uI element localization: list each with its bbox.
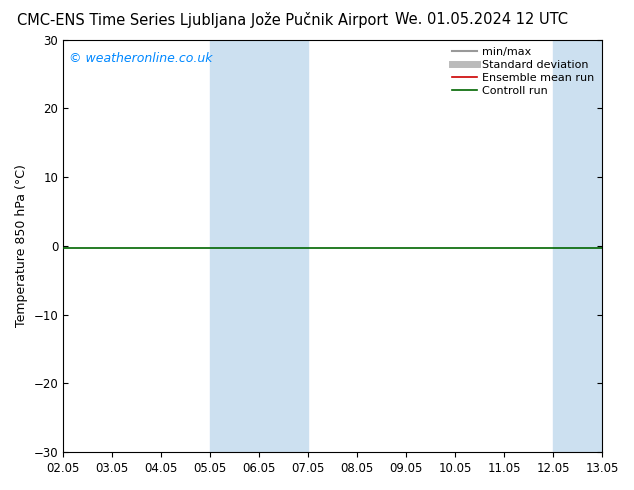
Text: CMC-ENS Time Series Ljubljana Jože Pučnik Airport: CMC-ENS Time Series Ljubljana Jože Pučni…: [17, 12, 389, 28]
Text: © weatheronline.co.uk: © weatheronline.co.uk: [68, 52, 212, 65]
Bar: [210, 40, 308, 452]
Text: We. 01.05.2024 12 UTC: We. 01.05.2024 12 UTC: [396, 12, 568, 27]
Y-axis label: Temperature 850 hPa (°C): Temperature 850 hPa (°C): [15, 165, 28, 327]
Bar: [553, 40, 634, 452]
Legend: min/max, Standard deviation, Ensemble mean run, Controll run: min/max, Standard deviation, Ensemble me…: [448, 43, 599, 100]
